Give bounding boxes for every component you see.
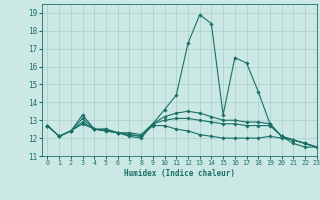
X-axis label: Humidex (Indice chaleur): Humidex (Indice chaleur) (124, 169, 235, 178)
